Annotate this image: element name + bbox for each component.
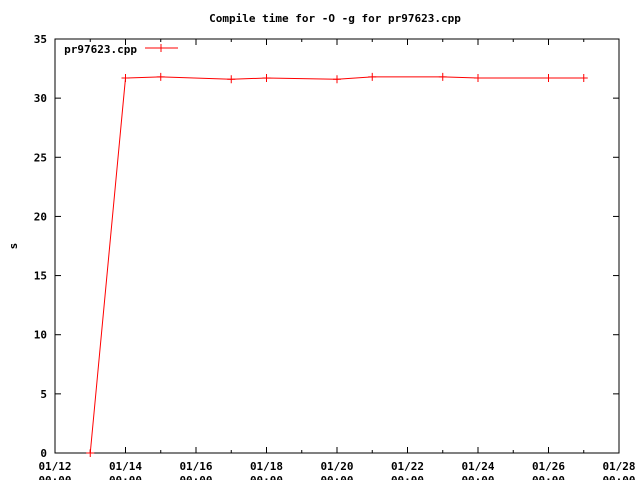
data-point	[262, 74, 271, 83]
x-tick-sublabel: 00:00	[320, 474, 353, 480]
x-tick-sublabel: 00:00	[109, 474, 142, 480]
x-tick-label: 01/22	[391, 460, 424, 473]
data-point	[579, 74, 588, 83]
data-point	[156, 72, 165, 81]
x-tick-sublabel: 00:00	[250, 474, 283, 480]
legend-label: pr97623.cpp	[64, 43, 137, 56]
y-tick-label: 5	[40, 388, 47, 401]
x-tick-label: 01/26	[532, 460, 565, 473]
x-tick-sublabel: 00:00	[602, 474, 635, 480]
y-axis-label: s	[7, 243, 20, 250]
x-tick-label: 01/24	[461, 460, 494, 473]
x-tick-sublabel: 00:00	[38, 474, 71, 480]
x-tick-label: 01/28	[602, 460, 635, 473]
x-tick-sublabel: 00:00	[391, 474, 424, 480]
data-point	[438, 72, 447, 81]
y-tick-label: 15	[34, 270, 47, 283]
y-tick-label: 35	[34, 33, 47, 46]
data-point	[86, 449, 95, 457]
legend-marker	[157, 44, 165, 52]
y-tick-label: 10	[34, 329, 47, 342]
data-point	[227, 75, 236, 84]
data-point	[333, 75, 341, 84]
x-tick-label: 01/20	[320, 460, 353, 473]
x-tick-label: 01/14	[109, 460, 142, 473]
data-point	[474, 74, 482, 83]
y-tick-label: 30	[34, 92, 47, 105]
y-tick-label: 20	[34, 210, 47, 223]
series-line	[89, 76, 584, 454]
chart-title: Compile time for -O -g for pr97623.cpp	[209, 12, 461, 25]
x-tick-label: 01/12	[38, 460, 71, 473]
x-tick-sublabel: 00:00	[532, 474, 565, 480]
plot-frame	[54, 38, 620, 454]
data-point	[544, 74, 553, 83]
x-tick-sublabel: 00:00	[179, 474, 212, 480]
x-tick-label: 01/18	[250, 460, 283, 473]
data-point	[368, 72, 377, 81]
x-tick-sublabel: 00:00	[461, 474, 494, 480]
y-tick-label: 0	[40, 447, 47, 460]
x-tick-label: 01/16	[179, 460, 212, 473]
data-point	[121, 74, 130, 83]
y-tick-label: 25	[34, 151, 47, 164]
